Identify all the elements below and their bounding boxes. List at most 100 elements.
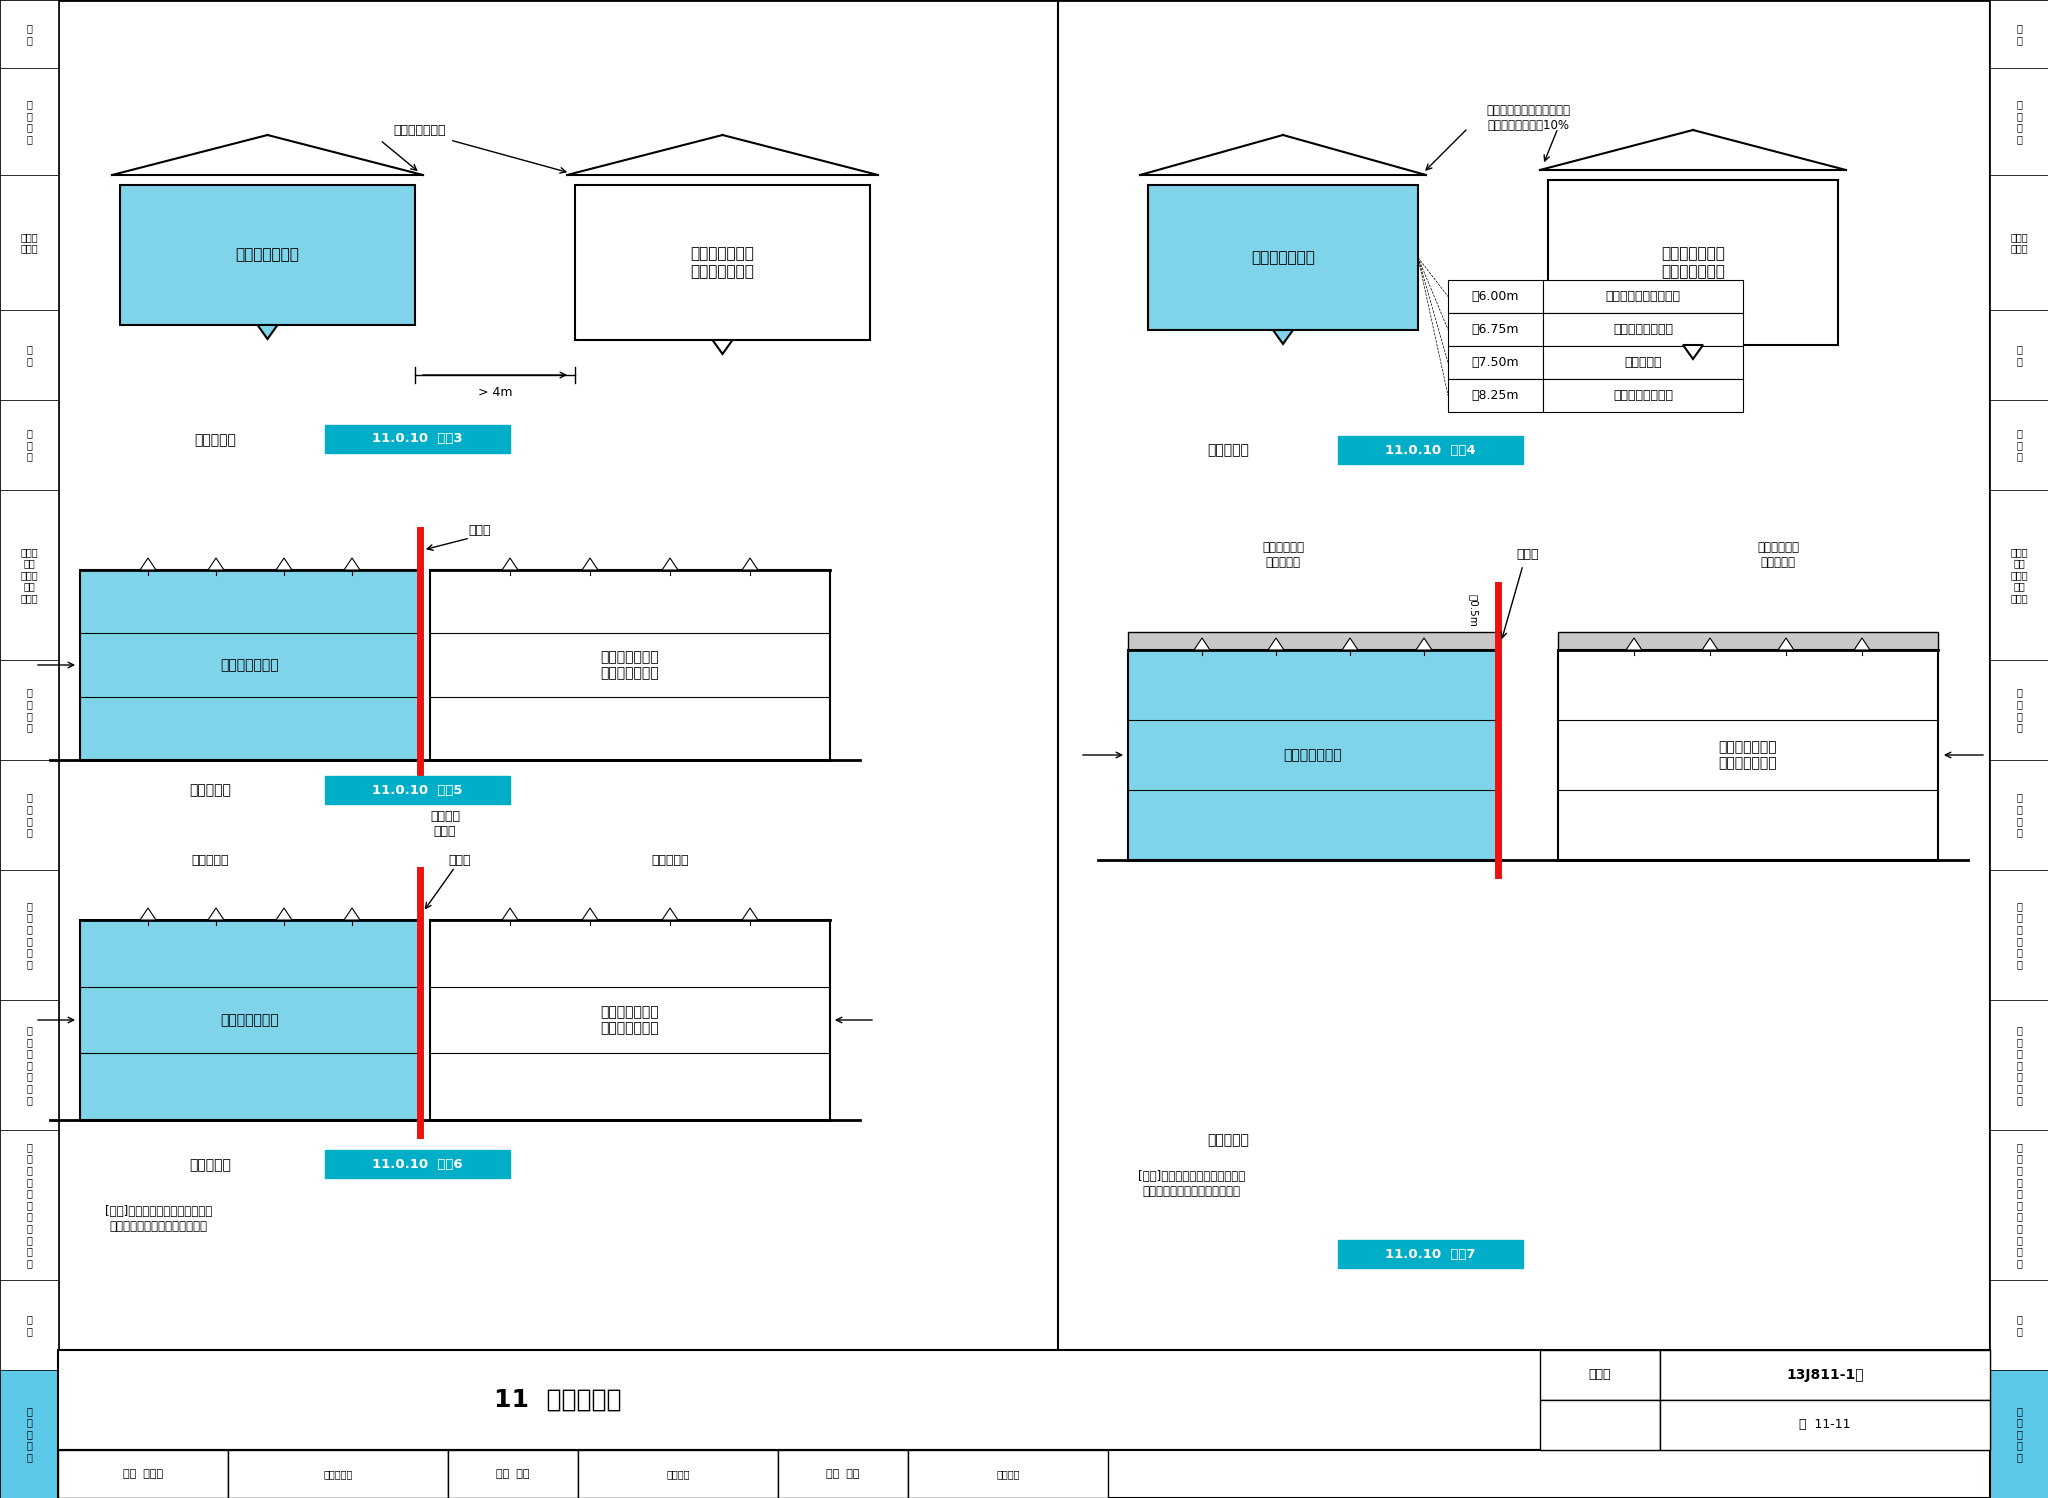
Text: 电
气: 电 气 [2015, 1314, 2021, 1336]
Bar [0, 310, 57, 400]
Text: 供
暖
通
风
调
节
和
空
气
调
节: 供 暖 通 风 调 节 和 空 气 调 节 [2015, 1141, 2021, 1267]
Bar [1661, 1401, 1991, 1450]
Text: ＞0.5m: ＞0.5m [1468, 593, 1479, 626]
Bar [1991, 1001, 2048, 1129]
Bar [1559, 650, 1937, 860]
Bar [0, 400, 57, 490]
Text: 三级耐火等级建筑: 三级耐火等级建筑 [1614, 324, 1673, 336]
Text: 11  木结构建筑: 11 木结构建筑 [494, 1389, 623, 1413]
Bar [326, 425, 510, 452]
Text: 目
录: 目 录 [27, 22, 33, 45]
Text: 目
录: 目 录 [2015, 22, 2021, 45]
Bar [1337, 436, 1524, 464]
Text: 剪面示意图: 剪面示意图 [188, 1158, 231, 1171]
Bar [1991, 870, 2048, 1001]
Text: 门窗洞口不正对且开口面积
之和＜外墙面积的10%: 门窗洞口不正对且开口面积 之和＜外墙面积的10% [1487, 103, 1571, 132]
Bar [1991, 67, 2048, 175]
Text: 外墙无门窗洞口: 外墙无门窗洞口 [393, 123, 446, 136]
Text: 页  11-11: 页 11-11 [1800, 1419, 1851, 1432]
Polygon shape [1268, 638, 1284, 650]
Polygon shape [139, 908, 156, 920]
Polygon shape [1194, 638, 1210, 650]
Text: 消
防
设
置
的
设
施: 消 防 设 置 的 设 施 [2015, 1025, 2021, 1106]
Text: 木结构建筑: 木结构建筑 [1624, 357, 1661, 369]
Text: 吴颖签名: 吴颖签名 [666, 1470, 690, 1479]
Polygon shape [741, 557, 758, 571]
Text: 校对  吴颖: 校对 吴颖 [496, 1470, 530, 1479]
Bar [1448, 346, 1542, 379]
Bar [326, 776, 510, 804]
Text: 民用木结构建筑
或其他民用建筑: 民用木结构建筑 或其他民用建筑 [690, 246, 754, 279]
Bar [1661, 1350, 1991, 1401]
Text: > 4m: > 4m [477, 386, 512, 400]
Text: 甲乙丙
四类
防火区
气体
材料库: 甲乙丙 四类 防火区 气体 材料库 [20, 547, 37, 604]
Text: 设计  林莉: 设计 林莉 [825, 1470, 860, 1479]
Text: ＞8.25m: ＞8.25m [1473, 389, 1520, 401]
Bar [0, 490, 57, 661]
Text: ＞6.00m: ＞6.00m [1473, 291, 1520, 303]
Bar [0, 759, 57, 870]
Bar [575, 184, 870, 340]
Bar [1149, 184, 1417, 330]
Polygon shape [662, 908, 678, 920]
Text: 图集号: 图集号 [1589, 1369, 1612, 1381]
Text: 11.0.10  图示4: 11.0.10 图示4 [1384, 443, 1477, 457]
Bar [1542, 379, 1743, 412]
Bar [1991, 1371, 2048, 1498]
Polygon shape [502, 557, 518, 571]
Bar [1991, 661, 2048, 759]
Text: 民用木结构建筑: 民用木结构建筑 [1251, 250, 1315, 265]
Bar [1542, 313, 1743, 346]
Bar [0, 661, 57, 759]
Bar [80, 571, 420, 759]
Bar [0, 870, 57, 1001]
Text: 民用木结构建筑
或其他民用建筑: 民用木结构建筑 或其他民用建筑 [600, 650, 659, 680]
Text: 民用木结构建筑: 民用木结构建筑 [1284, 748, 1341, 762]
Bar [430, 920, 829, 1121]
Polygon shape [1683, 345, 1704, 360]
Text: 防火间距
可不限: 防火间距 可不限 [430, 810, 461, 837]
Polygon shape [276, 557, 293, 571]
Text: 总术符
则语号: 总术符 则语号 [2011, 232, 2028, 253]
Polygon shape [1341, 638, 1358, 650]
Polygon shape [209, 557, 223, 571]
Text: 总术符
则语号: 总术符 则语号 [20, 232, 37, 253]
Text: 11.0.10  图示7: 11.0.10 图示7 [1384, 1248, 1477, 1260]
Text: 木
结
构
建
筑: 木 结 构 建 筑 [27, 1405, 33, 1462]
Bar [1991, 400, 2048, 490]
Text: 和
仓
库: 和 仓 库 [27, 428, 33, 461]
Polygon shape [209, 908, 223, 920]
Bar [1991, 1279, 2048, 1371]
Text: 难燃性屋面或
可燃性屋面: 难燃性屋面或 可燃性屋面 [1757, 541, 1798, 569]
Polygon shape [1274, 330, 1292, 345]
Text: 防火墙: 防火墙 [1518, 548, 1540, 562]
Text: 防火墙: 防火墙 [449, 854, 471, 866]
Polygon shape [1702, 638, 1718, 650]
Polygon shape [1415, 638, 1432, 650]
Polygon shape [1853, 638, 1870, 650]
Polygon shape [139, 557, 156, 571]
Text: 供
暖
通
风
调
节
和
空
气
调
节: 供 暖 通 风 调 节 和 空 气 调 节 [27, 1141, 33, 1267]
Bar [1991, 175, 2048, 310]
Bar [1542, 346, 1743, 379]
Polygon shape [1626, 638, 1642, 650]
Text: 一、二级耐火等级建筑: 一、二级耐火等级建筑 [1606, 291, 1681, 303]
Polygon shape [582, 908, 598, 920]
Bar [1991, 310, 2048, 400]
Bar [578, 1450, 778, 1498]
Text: 民用木结构建筑
或其他民用建筑: 民用木结构建筑 或其他民用建筑 [1661, 246, 1724, 279]
Text: 电
气: 电 气 [27, 1314, 33, 1336]
Polygon shape [713, 340, 733, 354]
Text: 民
用
建
筑: 民 用 建 筑 [27, 688, 33, 733]
Text: ＞7.50m: ＞7.50m [1473, 357, 1520, 369]
Bar [1448, 313, 1542, 346]
Bar [1128, 632, 1497, 650]
Text: 林莉签名: 林莉签名 [995, 1470, 1020, 1479]
Text: 审核  蔡明晓: 审核 蔡明晓 [123, 1470, 164, 1479]
Bar [0, 1279, 57, 1371]
Text: ＞6.75m: ＞6.75m [1473, 324, 1520, 336]
Text: 厂
房: 厂 房 [2015, 345, 2021, 366]
Bar [1991, 0, 2048, 67]
Bar [326, 1150, 510, 1177]
Bar [1540, 1350, 1661, 1401]
